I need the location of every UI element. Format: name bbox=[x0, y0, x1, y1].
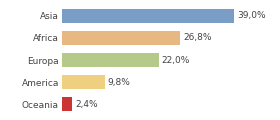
Text: 22,0%: 22,0% bbox=[162, 55, 190, 65]
Bar bbox=[62, 97, 72, 111]
Text: 39,0%: 39,0% bbox=[237, 11, 266, 20]
Bar bbox=[62, 53, 159, 67]
Bar bbox=[62, 9, 234, 23]
Bar bbox=[62, 31, 180, 45]
Text: 9,8%: 9,8% bbox=[108, 78, 130, 87]
Text: 2,4%: 2,4% bbox=[75, 100, 97, 109]
Text: 26,8%: 26,8% bbox=[183, 33, 212, 42]
Bar bbox=[62, 75, 105, 89]
